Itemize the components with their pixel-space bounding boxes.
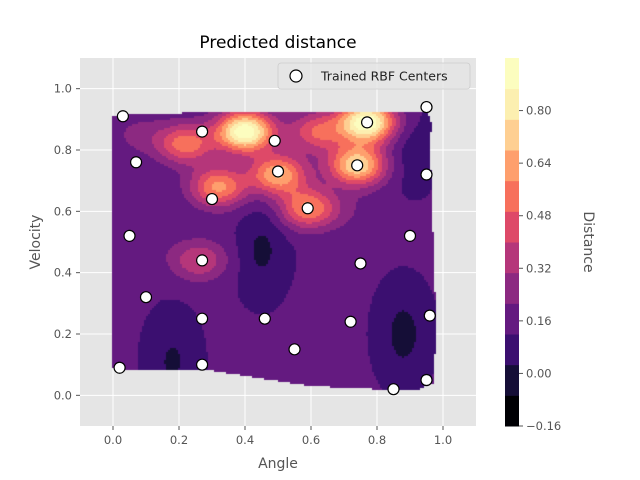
colorbar-segment xyxy=(505,119,519,151)
y-tick-label: 0.4 xyxy=(54,266,72,280)
rbf-center-point xyxy=(354,257,367,270)
colorbar-segment xyxy=(505,303,519,335)
legend-marker xyxy=(289,69,303,83)
colorbar-segment xyxy=(505,395,519,427)
rbf-center-point xyxy=(130,156,143,169)
rbf-center-point xyxy=(288,343,301,356)
rbf-center-point xyxy=(196,358,209,371)
rbf-center-point xyxy=(268,134,281,147)
colorbar-tick-label: 0.64 xyxy=(526,156,552,170)
rbf-center-point xyxy=(301,202,314,215)
rbf-center-point xyxy=(361,116,374,129)
x-axis-label: Angle xyxy=(258,456,298,472)
rbf-center-point xyxy=(205,192,219,206)
x-tick-label: 0.2 xyxy=(170,433,188,447)
colorbar-tick-label: 0.32 xyxy=(526,261,552,275)
y-tick-label: 0.2 xyxy=(54,327,72,341)
colorbar-segment xyxy=(505,88,519,120)
rbf-center-point xyxy=(258,312,271,325)
rbf-centers xyxy=(113,100,436,396)
rbf-center-point xyxy=(123,229,136,242)
rbf-center-point xyxy=(420,168,433,181)
rbf-center-point xyxy=(351,159,364,172)
rbf-center-point xyxy=(196,254,209,267)
x-tick-label: 0.6 xyxy=(302,433,320,447)
legend-label: Trained RBF Centers xyxy=(320,69,448,84)
rbf-center-point xyxy=(423,309,436,322)
y-tick-label: 1.0 xyxy=(54,82,72,96)
contour-fill xyxy=(80,58,476,426)
rbf-center-point xyxy=(403,229,417,242)
colorbar-segment xyxy=(505,180,519,212)
colorbar: 0.80 0.64 0.48 0.32 0.16 0.00 −0.16 xyxy=(505,58,561,433)
colorbar-tick-label: 0.16 xyxy=(526,314,552,328)
rbf-center-point xyxy=(271,165,285,178)
colorbar-tick-label: 0.00 xyxy=(526,366,552,380)
y-tick-label: 0.6 xyxy=(54,204,72,218)
rbf-center-point xyxy=(113,361,126,374)
contour-image xyxy=(80,58,476,426)
colorbar-segment xyxy=(505,211,519,243)
rbf-center-point xyxy=(420,373,433,387)
x-tick-label: 0.0 xyxy=(104,433,122,447)
colorbar-tick-label: −0.16 xyxy=(526,419,561,433)
colorbar-tick-label: 0.48 xyxy=(526,209,552,223)
colorbar-segment xyxy=(505,334,519,366)
rbf-center-point xyxy=(196,125,209,138)
y-tick-label: 0.8 xyxy=(54,143,72,157)
y-axis: 0.0 0.2 0.4 0.6 0.8 1.0 xyxy=(54,82,80,402)
y-tick-label: 0.0 xyxy=(54,388,72,402)
colorbar-segment xyxy=(505,58,519,90)
x-axis: 0.0 0.2 0.4 0.6 0.8 1.0 xyxy=(104,426,452,447)
rbf-center-point xyxy=(116,110,130,123)
legend: Trained RBF Centers xyxy=(277,62,471,90)
colorbar-label: Distance xyxy=(580,211,596,272)
colorbar-tick-label: 0.80 xyxy=(526,104,552,118)
rbf-center-point xyxy=(344,315,357,328)
x-tick-label: 0.8 xyxy=(368,433,386,447)
y-axis-label: Velocity xyxy=(28,215,44,270)
rbf-center-point xyxy=(387,383,400,396)
rbf-center-point xyxy=(420,100,433,114)
rbf-center-point xyxy=(196,312,209,325)
x-tick-label: 0.4 xyxy=(236,433,254,447)
rbf-center-point xyxy=(139,291,153,304)
colorbar-segment xyxy=(505,272,519,304)
colorbar-segment xyxy=(505,242,519,274)
chart-title: Predicted distance xyxy=(199,33,356,53)
legend-box xyxy=(277,62,471,90)
colorbar-segment xyxy=(505,364,519,396)
colorbar-segment xyxy=(505,150,519,182)
x-tick-label: 1.0 xyxy=(434,433,452,447)
